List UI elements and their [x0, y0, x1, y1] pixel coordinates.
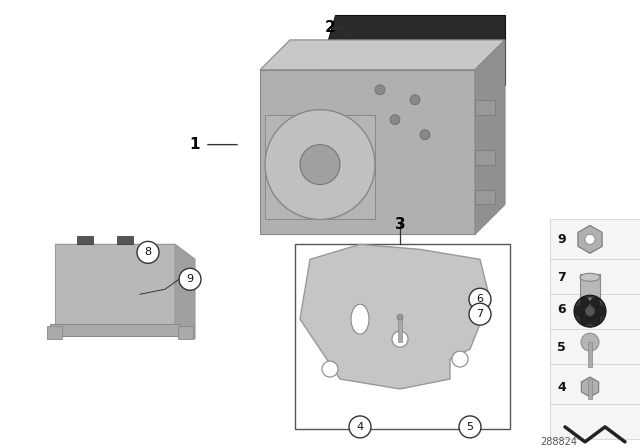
Circle shape: [469, 303, 491, 325]
Circle shape: [179, 268, 201, 290]
Text: 7: 7: [476, 309, 484, 319]
Text: 1: 1: [189, 137, 200, 152]
Circle shape: [574, 295, 606, 327]
Polygon shape: [475, 100, 495, 115]
Circle shape: [581, 333, 599, 351]
Circle shape: [265, 110, 375, 220]
Circle shape: [580, 315, 590, 325]
Text: 4: 4: [356, 422, 364, 432]
Circle shape: [137, 241, 159, 263]
Circle shape: [322, 361, 338, 377]
Circle shape: [410, 95, 420, 105]
Text: 2: 2: [324, 21, 335, 35]
Text: 3: 3: [395, 217, 405, 232]
Circle shape: [390, 115, 400, 125]
Polygon shape: [178, 326, 193, 339]
Circle shape: [590, 297, 600, 307]
Circle shape: [349, 416, 371, 438]
Text: 5: 5: [557, 340, 566, 353]
Text: 5: 5: [467, 422, 474, 432]
Circle shape: [469, 288, 491, 310]
Circle shape: [452, 351, 468, 367]
Polygon shape: [475, 150, 495, 164]
Circle shape: [459, 416, 481, 438]
Polygon shape: [315, 15, 505, 85]
Bar: [550, 220, 640, 439]
Ellipse shape: [580, 298, 600, 306]
Text: 7: 7: [557, 271, 566, 284]
Polygon shape: [260, 40, 505, 70]
Polygon shape: [50, 324, 180, 336]
Polygon shape: [475, 40, 505, 234]
Polygon shape: [578, 225, 602, 254]
Circle shape: [590, 315, 600, 325]
Polygon shape: [581, 377, 598, 397]
Text: 4: 4: [557, 380, 566, 393]
Polygon shape: [55, 244, 195, 259]
Text: 8: 8: [145, 247, 152, 257]
Bar: [295, 244, 510, 429]
Bar: [588, 379, 592, 399]
Text: 9: 9: [186, 274, 193, 284]
Polygon shape: [77, 237, 93, 244]
Circle shape: [392, 331, 408, 347]
Circle shape: [595, 306, 605, 316]
Circle shape: [420, 129, 430, 140]
Ellipse shape: [351, 304, 369, 334]
Circle shape: [575, 306, 585, 316]
Polygon shape: [117, 237, 133, 244]
Text: 6: 6: [557, 303, 566, 316]
Circle shape: [300, 145, 340, 185]
Bar: [580, 274, 600, 302]
Circle shape: [585, 234, 595, 244]
Circle shape: [585, 306, 595, 316]
Bar: [588, 342, 592, 367]
Text: 9: 9: [557, 233, 566, 246]
Polygon shape: [55, 244, 175, 324]
Text: 6: 6: [477, 294, 483, 304]
Polygon shape: [175, 244, 195, 339]
Ellipse shape: [580, 273, 600, 281]
Circle shape: [375, 85, 385, 95]
Polygon shape: [300, 244, 490, 389]
Polygon shape: [265, 115, 375, 220]
Polygon shape: [475, 190, 495, 204]
Bar: [398, 317, 402, 342]
Circle shape: [580, 297, 590, 307]
Circle shape: [397, 314, 403, 320]
Text: 288824: 288824: [540, 437, 577, 447]
Polygon shape: [47, 326, 62, 339]
Polygon shape: [260, 70, 475, 234]
